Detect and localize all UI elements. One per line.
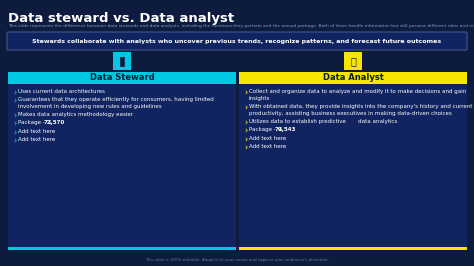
Text: Makes data analytics methodology easier: Makes data analytics methodology easier — [18, 112, 133, 117]
Text: ›: › — [244, 119, 247, 128]
Bar — [344, 52, 362, 70]
Text: ›: › — [244, 104, 247, 113]
Text: 🔍: 🔍 — [350, 56, 356, 66]
Text: Add text here: Add text here — [18, 129, 55, 134]
Text: Guarantees that they operate efficiently for consumers, having limited
involveme: Guarantees that they operate efficiently… — [18, 97, 214, 109]
Text: ▮: ▮ — [118, 55, 126, 68]
Text: Data Steward: Data Steward — [90, 73, 155, 82]
Bar — [8, 247, 236, 250]
Text: This slide is 100% editable. Adapt it to your needs and capture your audience's : This slide is 100% editable. Adapt it to… — [145, 258, 329, 262]
Text: Package -  $: Package - $ — [18, 120, 52, 125]
Text: ›: › — [244, 136, 247, 145]
Bar — [8, 72, 236, 84]
Text: This slide represents the difference between data stewards and data analysts, in: This slide represents the difference bet… — [8, 24, 474, 28]
Text: ›: › — [244, 89, 247, 98]
Bar — [113, 52, 131, 70]
Text: Add text here: Add text here — [249, 136, 286, 141]
Text: Uses current data architectures: Uses current data architectures — [18, 89, 105, 94]
Text: 72,570: 72,570 — [43, 120, 64, 125]
Text: Package -  $: Package - $ — [249, 127, 283, 132]
Text: Add text here: Add text here — [18, 137, 55, 142]
Bar — [8, 84, 236, 247]
Text: ›: › — [13, 137, 16, 146]
Bar — [239, 84, 467, 247]
Text: ›: › — [13, 97, 16, 106]
Text: ›: › — [13, 129, 16, 138]
Text: ›: › — [244, 127, 247, 136]
Bar — [239, 72, 467, 84]
Text: Add text here: Add text here — [249, 144, 286, 149]
Text: 79,543: 79,543 — [274, 127, 296, 132]
Text: Collect and organize data to analyze and modify it to make decisions and gain
in: Collect and organize data to analyze and… — [249, 89, 466, 101]
Text: ›: › — [13, 120, 16, 129]
Text: With obtained data, they provide insights into the company's history and current: With obtained data, they provide insight… — [249, 104, 473, 116]
Text: ›: › — [13, 112, 16, 121]
Text: Utilizes data to establish predictive       data analytics: Utilizes data to establish predictive da… — [249, 119, 397, 124]
Text: ›: › — [13, 89, 16, 98]
Text: ›: › — [244, 144, 247, 153]
FancyBboxPatch shape — [7, 32, 467, 50]
Text: Data steward vs. Data analyst: Data steward vs. Data analyst — [8, 12, 234, 25]
Text: Data Analyst: Data Analyst — [323, 73, 383, 82]
Bar — [239, 247, 467, 250]
Text: Stewards collaborate with analysts who uncover previous trends, recognize patter: Stewards collaborate with analysts who u… — [32, 39, 442, 44]
